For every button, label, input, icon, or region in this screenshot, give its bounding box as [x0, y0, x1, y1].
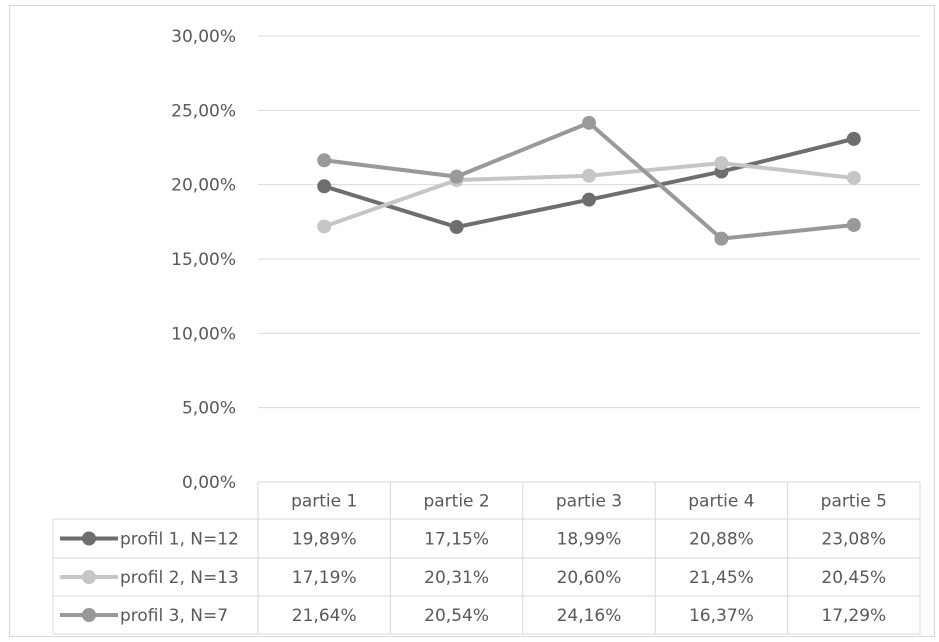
data-label: 17,15% [424, 530, 489, 550]
data-point [449, 169, 464, 184]
data-point [582, 168, 596, 183]
data-label: 20,88% [689, 530, 754, 550]
data-point [846, 170, 861, 185]
legend-label: profil 3, N=7 [120, 606, 228, 626]
y-tick-label: 5,00% [182, 399, 236, 419]
x-tick-label: partie 4 [688, 492, 754, 512]
data-label: 20,54% [424, 606, 489, 626]
series-line [323, 136, 855, 230]
chart-frame [9, 5, 935, 637]
data-point [846, 217, 861, 232]
y-tick-label: 0,00% [182, 473, 236, 493]
data-point [714, 231, 729, 246]
y-tick-label: 25,00% [171, 101, 236, 121]
y-tick-label: 20,00% [171, 176, 236, 196]
data-point [714, 156, 729, 171]
data-point [449, 220, 464, 235]
legend-label: profil 1, N=12 [120, 530, 239, 550]
x-tick-label: partie 5 [821, 492, 887, 512]
data-label: 20,60% [557, 568, 622, 588]
data-label: 17,19% [292, 568, 357, 588]
data-point [582, 115, 596, 130]
data-point [846, 131, 861, 146]
x-tick-label: partie 1 [291, 492, 357, 512]
y-tick-label: 10,00% [171, 324, 236, 344]
data-label: 18,99% [557, 530, 622, 550]
y-tick-label: 15,00% [171, 250, 236, 270]
data-label: 16,37% [689, 606, 754, 626]
data-label: 24,16% [557, 606, 622, 626]
legend-key-marker [82, 570, 96, 584]
data-label: 19,89% [292, 530, 357, 550]
x-tick-label: partie 2 [423, 492, 489, 512]
legend-label: profil 2, N=13 [120, 568, 239, 588]
data-label: 20,31% [424, 568, 489, 588]
data-label: 17,29% [821, 606, 886, 626]
data-point [582, 192, 596, 207]
legend-key-marker [82, 608, 96, 622]
data-point [317, 153, 332, 168]
data-label: 20,45% [821, 568, 886, 588]
x-tick-label: partie 3 [556, 492, 622, 512]
y-tick-label: 30,00% [171, 27, 236, 47]
data-label: 23,08% [821, 530, 886, 550]
legend-key-marker [82, 531, 96, 546]
data-label: 21,45% [689, 568, 754, 588]
data-point [317, 219, 332, 234]
data-point [317, 179, 332, 194]
data-label: 21,64% [292, 606, 357, 626]
